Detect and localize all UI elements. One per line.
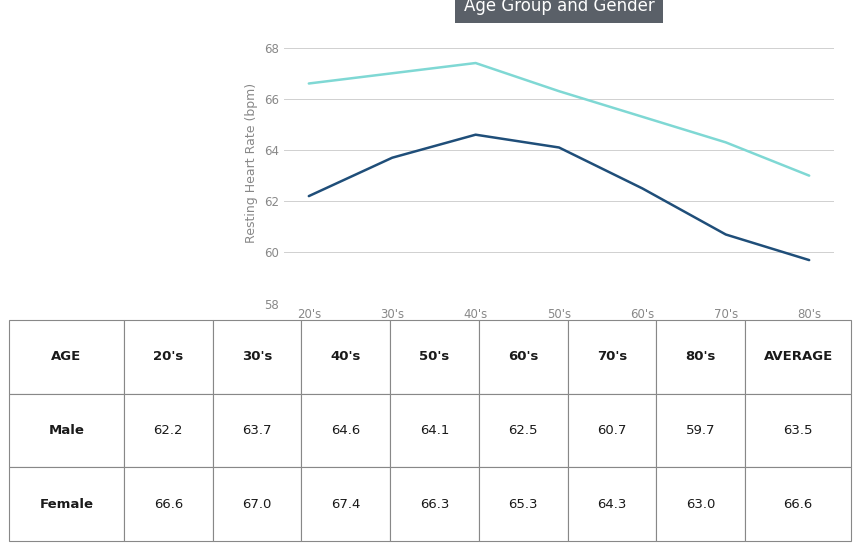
Text: Female: Female: [40, 498, 93, 511]
Bar: [390, 320, 479, 394]
Text: 40's: 40's: [330, 351, 361, 363]
Text: 60's: 60's: [508, 351, 538, 363]
Bar: [212, 394, 301, 468]
Bar: [568, 394, 656, 468]
Bar: [124, 394, 212, 468]
Text: 62.2: 62.2: [154, 424, 183, 437]
Bar: [479, 320, 568, 394]
Text: 60.7: 60.7: [597, 424, 627, 437]
Text: 63.0: 63.0: [686, 498, 716, 511]
Bar: [212, 468, 301, 541]
Bar: [124, 320, 212, 394]
Text: 66.3: 66.3: [420, 498, 449, 511]
Text: 66.6: 66.6: [783, 498, 813, 511]
Bar: [301, 468, 390, 541]
Bar: [212, 320, 301, 394]
Text: 80's: 80's: [685, 351, 716, 363]
Text: 67.0: 67.0: [243, 498, 272, 511]
Bar: [745, 468, 851, 541]
Bar: [9, 468, 124, 541]
Text: 63.7: 63.7: [243, 424, 272, 437]
Text: 67.4: 67.4: [331, 498, 360, 511]
Text: 64.3: 64.3: [597, 498, 627, 511]
Title: Age Group and Gender: Age Group and Gender: [464, 0, 654, 15]
Text: 70's: 70's: [597, 351, 627, 363]
Bar: [390, 468, 479, 541]
Text: 62.5: 62.5: [508, 424, 538, 437]
Bar: [390, 394, 479, 468]
Text: 64.1: 64.1: [420, 424, 449, 437]
Bar: [9, 320, 124, 394]
X-axis label: Age Group: Age Group: [525, 327, 593, 340]
Legend: Female, Male: Female, Male: [317, 371, 445, 394]
Bar: [568, 320, 656, 394]
Text: AVERAGE: AVERAGE: [764, 351, 832, 363]
Text: 64.6: 64.6: [331, 424, 360, 437]
Bar: [301, 320, 390, 394]
Text: AGE: AGE: [51, 351, 82, 363]
Text: 63.5: 63.5: [783, 424, 813, 437]
Text: 59.7: 59.7: [685, 424, 716, 437]
Bar: [656, 320, 745, 394]
Bar: [301, 394, 390, 468]
Bar: [745, 394, 851, 468]
Bar: [124, 468, 212, 541]
Bar: [656, 468, 745, 541]
Bar: [479, 468, 568, 541]
Bar: [9, 394, 124, 468]
Bar: [656, 394, 745, 468]
Text: 20's: 20's: [153, 351, 183, 363]
Bar: [745, 320, 851, 394]
Text: 30's: 30's: [242, 351, 273, 363]
Text: 66.6: 66.6: [154, 498, 183, 511]
Y-axis label: Resting Heart Rate (bpm): Resting Heart Rate (bpm): [245, 83, 258, 243]
Bar: [568, 468, 656, 541]
Text: 65.3: 65.3: [508, 498, 538, 511]
Bar: [479, 394, 568, 468]
Text: 50's: 50's: [420, 351, 450, 363]
Text: Male: Male: [48, 424, 84, 437]
